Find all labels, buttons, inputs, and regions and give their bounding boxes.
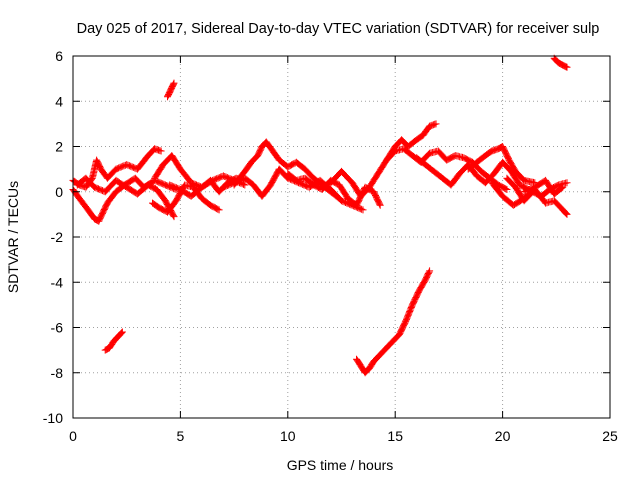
y-tick-label: -6 bbox=[51, 320, 64, 336]
grid bbox=[73, 56, 610, 418]
y-tick-label: 6 bbox=[55, 48, 63, 64]
x-tick-label: 15 bbox=[387, 428, 403, 444]
data-track bbox=[520, 176, 567, 198]
data-track bbox=[464, 143, 539, 187]
data-track bbox=[550, 54, 571, 71]
y-tick-label: 4 bbox=[55, 93, 63, 109]
x-tick-label: 5 bbox=[177, 428, 185, 444]
axis-ticks: 0 5 10 15 20 25 -10 -8 -6 -4 -2 0 2 4 6 bbox=[43, 48, 618, 444]
data-track bbox=[149, 181, 223, 216]
data-track bbox=[413, 154, 532, 193]
data-track bbox=[353, 267, 434, 377]
y-tick-label: -8 bbox=[51, 365, 64, 381]
x-tick-label: 0 bbox=[69, 428, 77, 444]
data-track bbox=[73, 174, 178, 221]
y-axis-label: SDTVAR / TECUs bbox=[5, 181, 21, 293]
data-track bbox=[230, 138, 343, 202]
y-tick-label: 0 bbox=[55, 184, 63, 200]
x-tick-label: 20 bbox=[495, 428, 511, 444]
x-tick-label: 10 bbox=[280, 428, 296, 444]
y-tick-label: -10 bbox=[43, 410, 63, 426]
y-tick-label: -2 bbox=[51, 229, 64, 245]
data-points bbox=[69, 54, 571, 377]
data-track bbox=[164, 79, 178, 101]
y-tick-label: -4 bbox=[51, 274, 64, 290]
x-axis-label: GPS time / hours bbox=[287, 457, 394, 473]
chart-title: Day 025 of 2017, Sidereal Day-to-day VTE… bbox=[77, 21, 600, 37]
x-tick-label: 25 bbox=[602, 428, 618, 444]
data-track bbox=[101, 328, 126, 354]
y-tick-label: 2 bbox=[55, 139, 63, 155]
